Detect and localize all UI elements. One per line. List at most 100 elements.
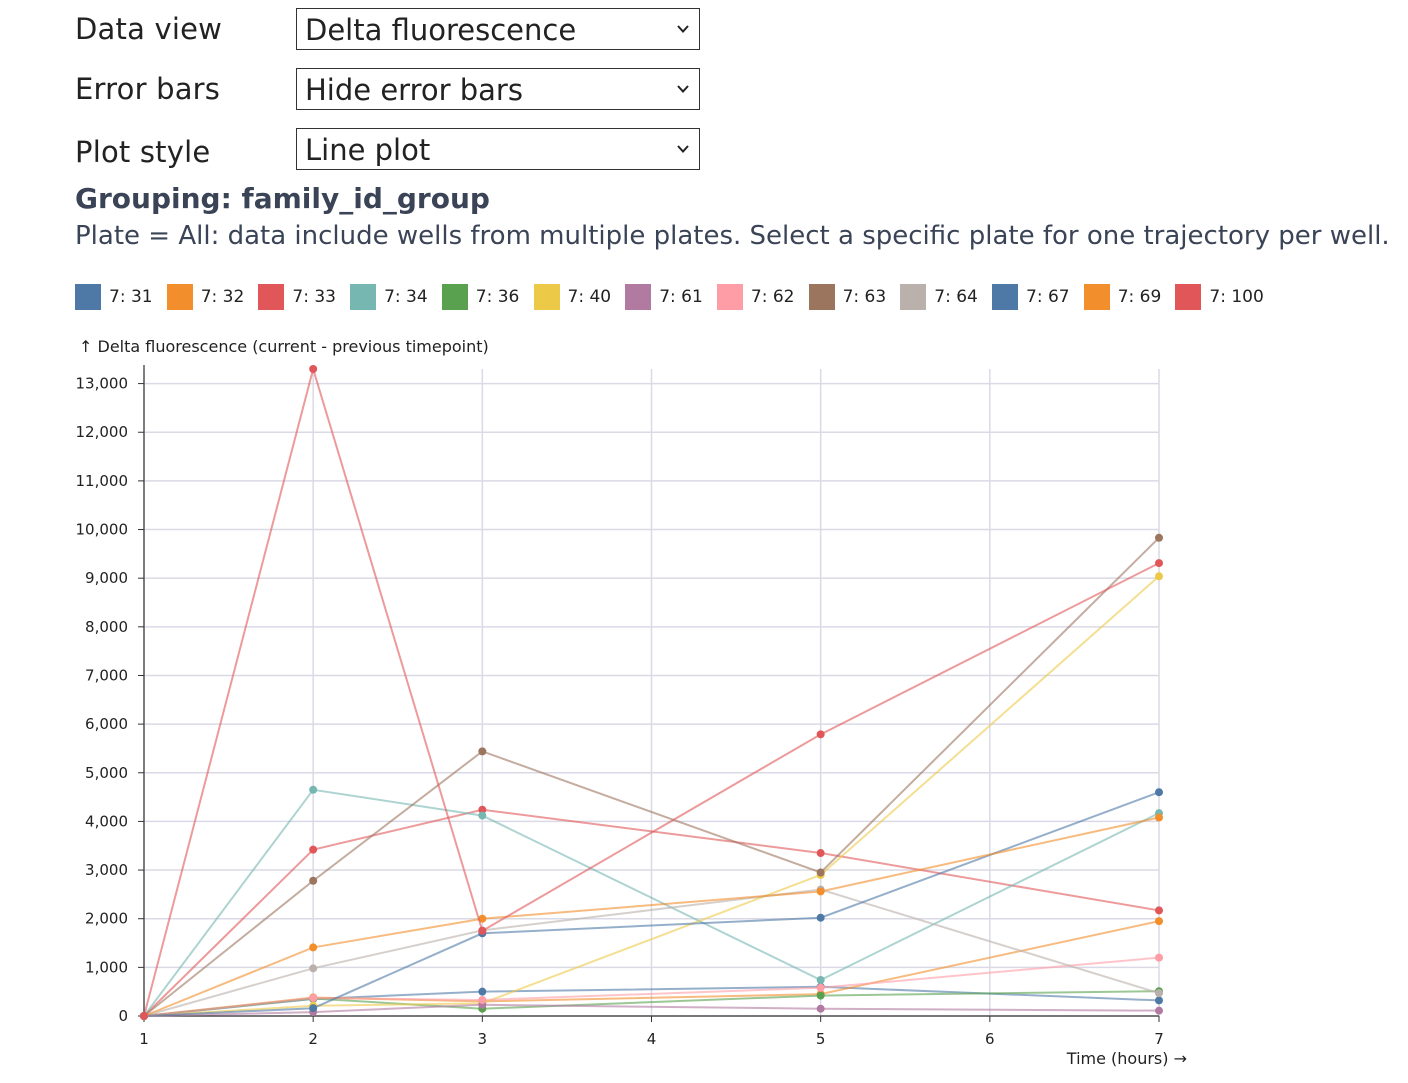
- legend-label: 7: 40: [567, 287, 612, 307]
- y-tick-label: 5,000: [85, 764, 128, 782]
- legend-label: 7: 34: [384, 287, 428, 307]
- data-point[interactable]: [1155, 788, 1163, 797]
- legend-swatch: [808, 284, 835, 310]
- data-point[interactable]: [309, 1004, 318, 1013]
- data-point[interactable]: [309, 876, 318, 885]
- plot-style-value: Line plot: [305, 133, 431, 167]
- data-point[interactable]: [309, 845, 318, 854]
- data-point[interactable]: [140, 1012, 148, 1020]
- plate-note: Plate = All: data include wells from mul…: [75, 221, 1390, 251]
- y-tick-label: 4,000: [85, 812, 128, 830]
- y-tick-label: 7,000: [85, 666, 128, 684]
- data-point[interactable]: [478, 987, 487, 996]
- data-point[interactable]: [1155, 559, 1163, 568]
- data-point[interactable]: [816, 976, 825, 985]
- data-point[interactable]: [1155, 533, 1163, 542]
- legend-swatch: [533, 284, 560, 310]
- data-point[interactable]: [816, 991, 825, 1000]
- y-tick-label: 1,000: [85, 958, 128, 976]
- plot-style-select[interactable]: Line plot: [296, 128, 700, 170]
- legend-label: 7: 32: [200, 287, 245, 307]
- data-view-value: Delta fluorescence: [305, 13, 577, 47]
- data-point[interactable]: [816, 887, 825, 896]
- legend-swatch: [441, 284, 468, 310]
- legend-label: 7: 31: [109, 287, 153, 307]
- y-tick-label: 0: [118, 1007, 128, 1025]
- data-point[interactable]: [1155, 953, 1163, 962]
- x-axis-label: Time (hours) →: [1066, 1049, 1187, 1068]
- legend-swatch: [258, 284, 285, 310]
- data-point[interactable]: [1155, 917, 1163, 926]
- data-point[interactable]: [309, 365, 318, 373]
- data-point[interactable]: [1155, 813, 1163, 822]
- data-point[interactable]: [816, 983, 825, 992]
- legend-label: 7: 100: [1209, 287, 1264, 307]
- legend-swatch: [716, 284, 743, 310]
- y-tick-label: 13,000: [76, 375, 129, 393]
- legend-swatch: [900, 284, 927, 310]
- chevron-down-icon: [677, 85, 689, 93]
- x-tick-label: 7: [1154, 1030, 1164, 1048]
- data-point[interactable]: [1155, 989, 1163, 998]
- data-point[interactable]: [816, 730, 825, 739]
- data-point[interactable]: [816, 913, 825, 922]
- data-point[interactable]: [1155, 1006, 1163, 1015]
- y-tick-label: 2,000: [85, 910, 128, 928]
- x-tick-label: 4: [647, 1030, 657, 1048]
- plot-style-control: Plot style Line plot: [75, 128, 715, 174]
- legend-label: 7: 69: [1117, 287, 1162, 307]
- legend-label: 7: 61: [659, 287, 703, 307]
- grouping-heading: Grouping: family_id_group: [75, 182, 490, 215]
- legend-label: 7: 62: [750, 287, 795, 307]
- data-point[interactable]: [309, 785, 318, 794]
- x-tick-label: 5: [816, 1030, 826, 1048]
- legend-label: 7: 33: [292, 287, 336, 307]
- data-view-label: Data view: [75, 12, 223, 46]
- data-point[interactable]: [478, 747, 487, 756]
- legend-swatch: [1083, 284, 1110, 310]
- legend-swatch: [166, 284, 193, 310]
- legend-swatch: [75, 284, 101, 310]
- data-point[interactable]: [816, 868, 825, 877]
- error-bars-select[interactable]: Hide error bars: [296, 68, 700, 110]
- legend-label: 7: 64: [934, 287, 978, 307]
- y-tick-label: 12,000: [76, 423, 129, 441]
- data-point[interactable]: [309, 943, 318, 952]
- x-tick-label: 3: [478, 1030, 488, 1048]
- error-bars-value: Hide error bars: [305, 73, 523, 107]
- x-tick-label: 1: [139, 1030, 149, 1048]
- data-point[interactable]: [478, 811, 487, 820]
- data-point[interactable]: [309, 964, 318, 973]
- legend-swatch: [350, 284, 377, 310]
- data-point[interactable]: [478, 805, 487, 814]
- error-bars-control: Error bars Hide error bars: [75, 68, 715, 114]
- legend-label: 7: 67: [1026, 287, 1070, 307]
- data-point[interactable]: [816, 849, 825, 858]
- data-view-control: Data view Delta fluorescence: [75, 8, 715, 54]
- data-point[interactable]: [1155, 996, 1163, 1005]
- data-point[interactable]: [478, 914, 487, 923]
- data-view-select[interactable]: Delta fluorescence: [296, 8, 700, 50]
- legend-swatch: [1175, 284, 1202, 310]
- data-point[interactable]: [1155, 572, 1163, 581]
- y-tick-label: 8,000: [85, 618, 128, 636]
- legend-label: 7: 36: [475, 287, 520, 307]
- data-point[interactable]: [1155, 906, 1163, 915]
- legend-label: 7: 63: [842, 287, 887, 307]
- y-axis-label: ↑ Delta fluorescence (current - previous…: [79, 337, 489, 356]
- data-point[interactable]: [478, 926, 487, 935]
- y-tick-label: 10,000: [76, 521, 129, 539]
- series-7-100: [140, 365, 1163, 1020]
- data-point[interactable]: [816, 1004, 825, 1013]
- chart-series: [140, 365, 1163, 1020]
- legend-swatch: [992, 284, 1018, 310]
- x-tick-label: 6: [985, 1030, 995, 1048]
- chevron-down-icon: [677, 25, 689, 33]
- x-tick-label: 2: [308, 1030, 318, 1048]
- chevron-down-icon: [677, 145, 689, 153]
- data-point[interactable]: [309, 994, 318, 1003]
- data-point[interactable]: [478, 995, 487, 1004]
- y-tick-label: 9,000: [85, 569, 128, 587]
- plot-style-label: Plot style: [75, 135, 211, 169]
